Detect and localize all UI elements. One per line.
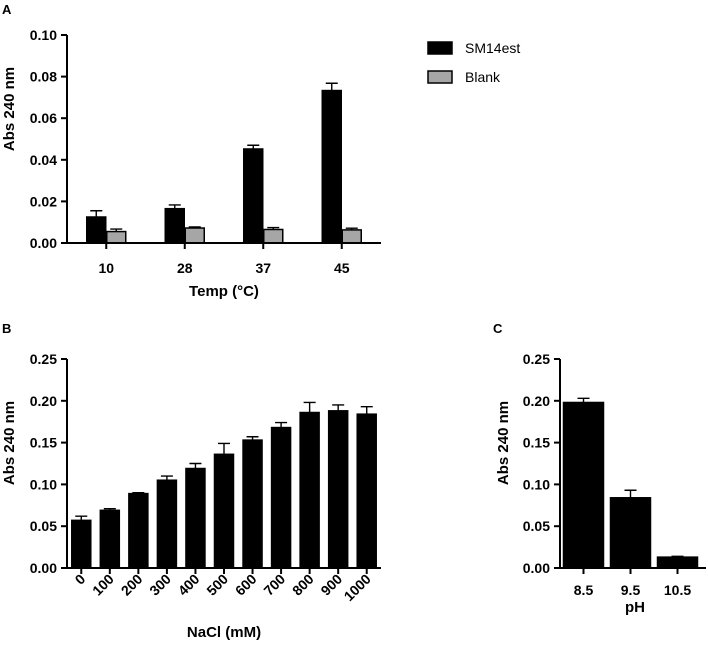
- panel-b-error-bar-sm14est: [75, 515, 88, 521]
- legend-swatch-sm14est: [427, 41, 453, 55]
- panel-a-y-tick-label: 0.08: [30, 69, 57, 85]
- panel-c-x-axis-title: pH: [625, 599, 645, 616]
- panel-a-chart: A Abs 240 nm Temp (°C) SM14est Blank 0.0…: [1, 2, 520, 300]
- panel-b-chart: B Abs 240 nm NaCl (mM) 0.00 0.05 0.10 0.15 0…: [1, 321, 381, 641]
- panel-b-bar-sm14est: [128, 492, 149, 569]
- panel-a-error-bar-blank: [110, 228, 123, 232]
- panel-a-bar-blank: [184, 227, 205, 244]
- panel-c-y-tick-label: 0.25: [523, 351, 550, 367]
- panel-b-x-axis-title: NaCl (mM): [187, 624, 261, 641]
- panel-c-error-bar-sm14est: [577, 397, 590, 403]
- panel-c-x-tick-label: 8.5: [574, 582, 594, 598]
- panel-b-error-bar-sm14est: [303, 401, 316, 413]
- panel-c-bar-sm14est: [656, 556, 699, 569]
- panel-a-x-tick-label: 45: [334, 260, 350, 276]
- panel-c-y-tick-label: 0.15: [523, 435, 550, 451]
- panel-a-y-tick-label: 0.04: [30, 152, 57, 168]
- panel-b-x-tick-label: 500: [203, 571, 231, 599]
- panel-b-x-tick-label: 0: [72, 571, 89, 588]
- panel-c-error-bar-sm14est: [624, 489, 637, 498]
- panel-b-x-tick-label: 100: [89, 571, 117, 599]
- panel-a-error-bar-sm14est: [247, 144, 260, 149]
- panel-b-bar-sm14est: [99, 509, 121, 569]
- panel-c-letter: C: [493, 321, 503, 336]
- panel-b-y-tick-label: 0.15: [30, 435, 57, 451]
- panel-b-x-tick-label: 200: [118, 571, 146, 599]
- panel-b-y-tick-label: 0.20: [30, 393, 57, 409]
- panel-b-error-bar-sm14est: [103, 507, 116, 511]
- panel-a-bar-blank: [106, 230, 127, 244]
- panel-b-y-axis-title: Abs 240 nm: [1, 401, 18, 485]
- panel-b-error-bar-sm14est: [360, 405, 373, 415]
- panel-b-error-bar-sm14est: [332, 404, 345, 411]
- panel-b-bar-sm14est: [185, 467, 206, 569]
- panel-a-legend: SM14est Blank: [427, 40, 520, 85]
- panel-a-bar-sm14est: [164, 207, 185, 244]
- panel-c-y-tick-label: 0.20: [523, 393, 550, 409]
- panel-c-y-tick-label: 0.00: [523, 560, 550, 576]
- panel-a-bar-sm14est: [243, 148, 264, 244]
- panel-c-x-tick-label: 10.5: [664, 582, 691, 598]
- panel-c-y-axis-title: Abs 240 nm: [495, 401, 512, 485]
- panel-a-letter: A: [2, 2, 12, 17]
- panel-a-error-bar-sm14est: [90, 210, 103, 217]
- panel-b-error-bar-sm14est: [246, 436, 259, 441]
- panel-b-y-tick-label: 0.05: [30, 518, 57, 534]
- panel-b-y-tick-label: 0.10: [30, 476, 57, 492]
- panel-a-x-tick-label: 28: [177, 260, 193, 276]
- panel-a-bar-blank: [263, 228, 284, 244]
- panel-b-x-tick-label: 1000: [340, 571, 373, 604]
- panel-b-bar-sm14est: [299, 411, 320, 569]
- panel-b-error-bar-sm14est: [275, 421, 288, 428]
- legend-swatch-blank: [427, 70, 453, 84]
- panel-b-error-bar-sm14est: [132, 492, 145, 494]
- panel-b-y-tick-label: 0.00: [30, 560, 57, 576]
- panel-c-bar-sm14est: [562, 401, 605, 569]
- panel-a-x-axis-title: Temp (°C): [189, 283, 259, 300]
- panel-a-x-tick-label: 10: [98, 260, 114, 276]
- panel-a-error-bar-blank: [188, 226, 201, 229]
- legend-label-blank: Blank: [465, 69, 501, 85]
- panel-b-error-bar-sm14est: [189, 462, 202, 469]
- panel-a-y-tick-label: 0.06: [30, 110, 57, 126]
- panel-b-error-bar-sm14est: [217, 442, 230, 455]
- panel-b-bar-sm14est: [156, 479, 178, 569]
- panel-c-chart: C Abs 240 nm pH 0.00 0.05 0.10 0.15 0.20 0.25…: [493, 321, 706, 616]
- panel-a-error-bar-blank: [345, 227, 358, 230]
- panel-a-error-bar-blank: [267, 226, 280, 230]
- panel-c-x-tick-label: 9.5: [621, 582, 641, 598]
- panel-b-x-tick-label: 600: [232, 571, 260, 599]
- panel-c-bar-sm14est: [609, 497, 652, 569]
- panel-a-y-tick-label: 0.10: [30, 27, 57, 43]
- panel-b-bar-sm14est: [71, 519, 92, 569]
- panel-b-y-tick-label: 0.25: [30, 351, 57, 367]
- panel-a-bar-sm14est: [86, 216, 107, 244]
- panel-b-x-tick-label: 300: [146, 571, 174, 599]
- panel-b-bar-sm14est: [270, 426, 292, 569]
- panel-b-bar-sm14est: [356, 413, 377, 569]
- panel-b-error-bar-sm14est: [160, 475, 173, 481]
- panel-b-bar-sm14est: [242, 439, 263, 569]
- panel-a-y-tick-label: 0.02: [30, 193, 57, 209]
- panel-a-y-tick-label: 0.00: [30, 235, 57, 251]
- panel-c-y-tick-label: 0.10: [523, 476, 550, 492]
- panel-a-error-bar-sm14est: [168, 204, 181, 209]
- panel-a-y-axis-title: Abs 240 nm: [1, 67, 18, 151]
- panel-b-bar-sm14est: [213, 453, 235, 569]
- panel-b-x-tick-label: 700: [260, 571, 288, 599]
- panel-b-x-tick-label: 400: [175, 571, 203, 599]
- panel-a-x-tick-label: 37: [255, 260, 271, 276]
- panel-b-letter: B: [2, 321, 11, 336]
- panel-b-x-tick-label: 800: [289, 571, 317, 599]
- panel-a-bar-sm14est: [321, 89, 342, 244]
- legend-label-sm14est: SM14est: [465, 40, 520, 56]
- panel-b-bar-sm14est: [327, 410, 349, 569]
- panel-c-y-tick-label: 0.05: [523, 518, 550, 534]
- panel-a-error-bar-sm14est: [325, 82, 338, 91]
- panel-a-bar-blank: [341, 229, 362, 244]
- panel-c-error-bar-sm14est: [671, 555, 684, 558]
